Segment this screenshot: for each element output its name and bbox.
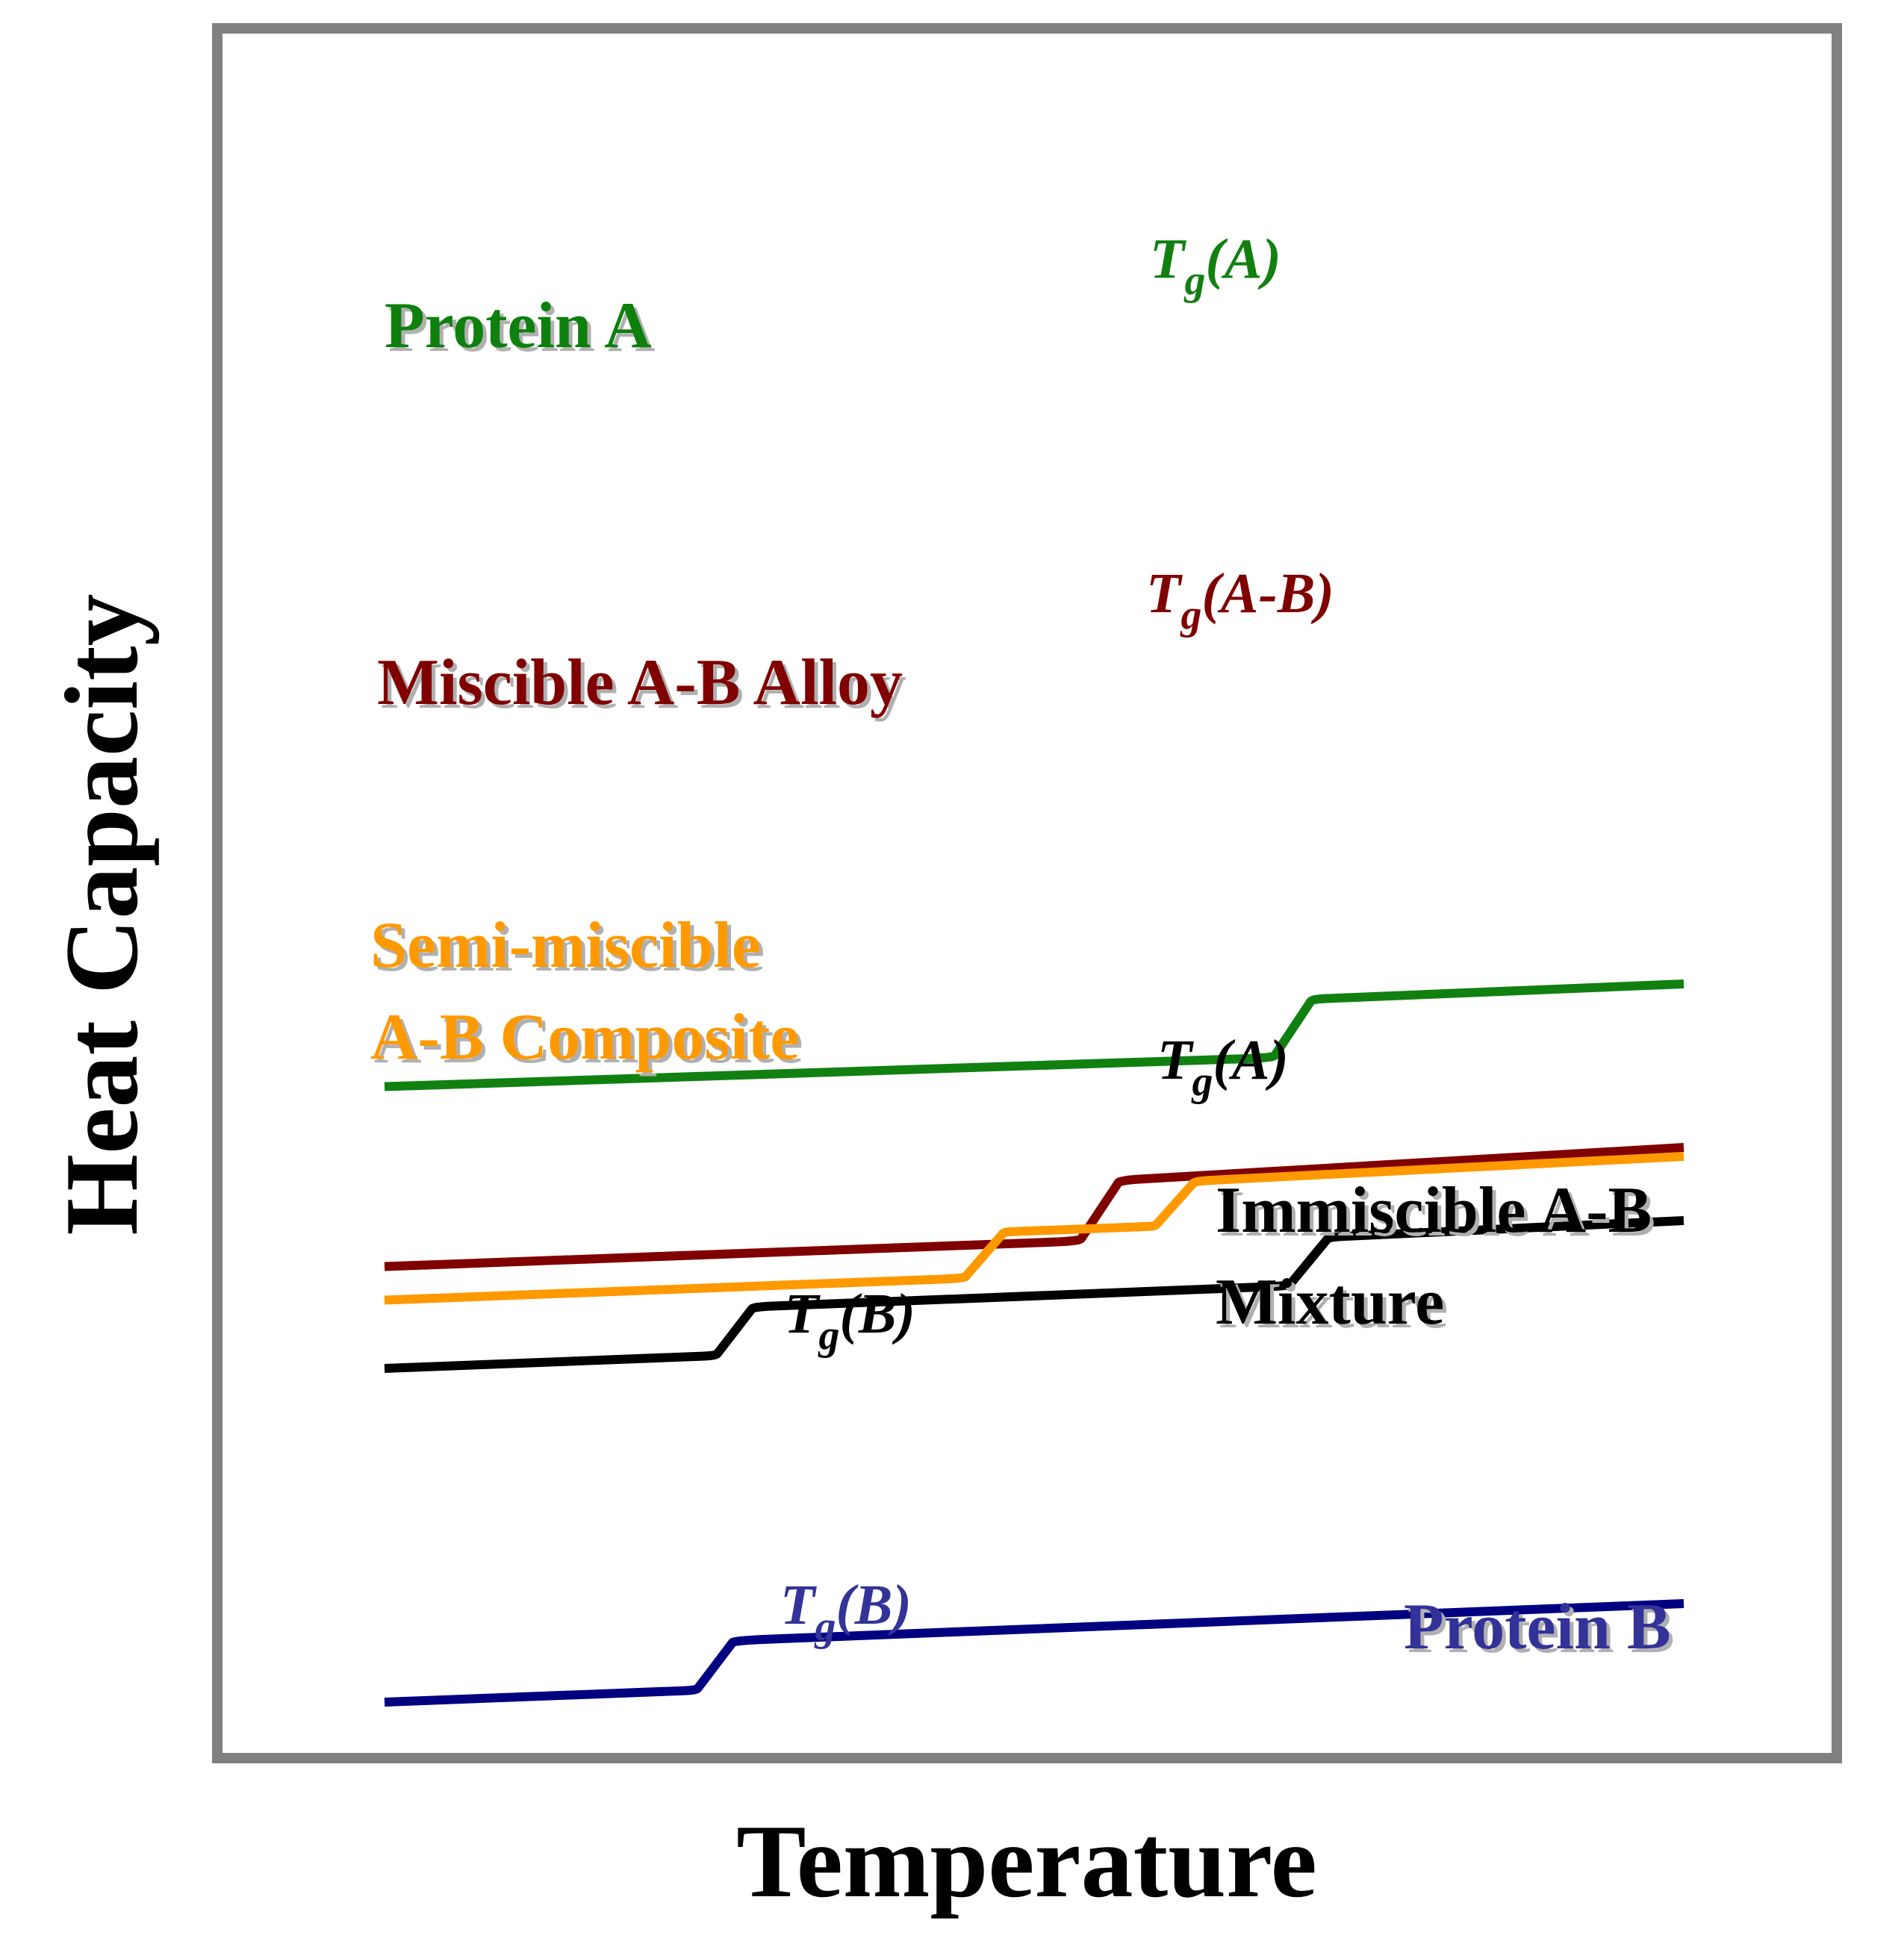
tg-label-protein-a: Tg(A) [1150, 228, 1281, 304]
series-label-semi-miscible-line-1: Semi-miscible [370, 909, 761, 982]
x-axis-label: Temperature [736, 1804, 1317, 1919]
series-label-immiscible-line-1: Immiscible A-B [1216, 1174, 1652, 1247]
series-line-4 [384, 1216, 1684, 1373]
series-lines [384, 979, 1684, 1707]
tg-label-immiscible-a: Tg(A) [1157, 1029, 1289, 1105]
series-label-semi-miscible-line-2: A-B Composite [370, 1001, 799, 1074]
plot-frame [212, 23, 1842, 1763]
series-label-protein-a: Protein A [385, 290, 652, 362]
series-label-miscible-alloy: Miscible A-B Alloy [377, 647, 903, 719]
series-line-5 [384, 1599, 1684, 1707]
series-line-2 [384, 1143, 1684, 1271]
series-label-immiscible-line-2: Mixture [1216, 1266, 1444, 1339]
tg-label-protein-b: Tg(B) [780, 1574, 912, 1650]
series-label-immiscible: Immiscible A-B Mixture [1216, 1174, 1668, 1339]
series-line-3 [384, 1152, 1684, 1305]
series-label-semi-miscible: Semi-miscible A-B Composite [370, 909, 799, 1074]
tg-label-immiscible-b: Tg(B) [784, 1283, 915, 1359]
tg-label-miscible-alloy: Tg(A-B) [1146, 562, 1334, 638]
series-label-protein-b: Protein B [1404, 1591, 1671, 1663]
series-line-1 [384, 979, 1684, 1091]
y-axis-label: Heat Capacity [44, 594, 160, 1235]
